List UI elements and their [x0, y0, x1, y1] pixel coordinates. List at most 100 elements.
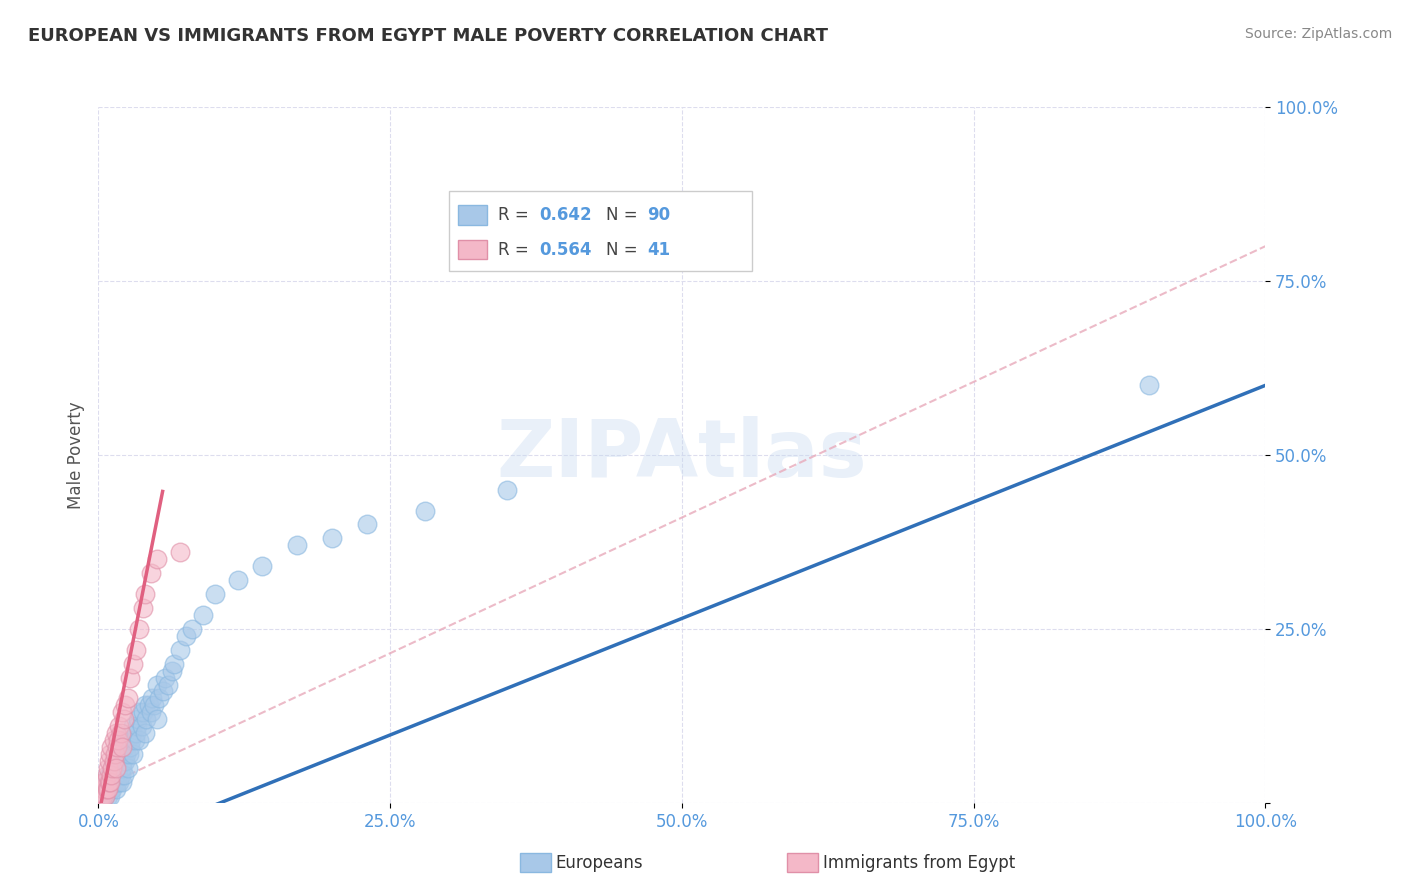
Point [111, 754, 134, 768]
Point [139, 566, 162, 581]
Point [131, 719, 153, 733]
Point [138, 698, 160, 713]
Point [163, 657, 186, 671]
Point [107, 733, 129, 747]
Point [90, 781, 112, 796]
Point [104, 754, 127, 768]
Point [112, 740, 135, 755]
Point [148, 691, 170, 706]
Point [118, 740, 141, 755]
Point [118, 671, 141, 685]
Point [157, 677, 180, 691]
Point [97, 775, 120, 789]
Point [117, 691, 139, 706]
Point [104, 768, 127, 782]
Point [96, 775, 118, 789]
Point [228, 573, 250, 587]
Text: EUROPEAN VS IMMIGRANTS FROM EGYPT MALE POVERTY CORRELATION CHART: EUROPEAN VS IMMIGRANTS FROM EGYPT MALE P… [28, 27, 828, 45]
Point [97, 789, 120, 803]
Point [117, 761, 139, 775]
Text: 41: 41 [647, 241, 671, 259]
Point [94, 775, 117, 789]
Point [94, 789, 117, 803]
Point [98, 775, 121, 789]
Point [105, 754, 128, 768]
Point [103, 761, 125, 775]
Point [90, 789, 112, 803]
Point [105, 740, 128, 755]
Text: 0.564: 0.564 [540, 241, 592, 259]
Point [135, 712, 157, 726]
Point [93, 781, 115, 796]
Point [128, 622, 150, 636]
FancyBboxPatch shape [458, 240, 486, 260]
Point [111, 740, 134, 755]
Point [104, 747, 127, 761]
Point [110, 740, 132, 755]
Point [1137, 378, 1160, 392]
Text: N =: N = [606, 241, 643, 259]
Point [134, 587, 156, 601]
Point [104, 781, 127, 796]
Point [96, 781, 118, 796]
Point [110, 726, 132, 740]
Point [122, 747, 145, 761]
Point [98, 775, 121, 789]
Point [122, 719, 145, 733]
Point [90, 781, 112, 796]
Point [101, 761, 124, 775]
Point [104, 775, 127, 789]
Point [127, 712, 149, 726]
Point [128, 733, 150, 747]
Point [321, 532, 343, 546]
Point [107, 768, 129, 782]
Point [101, 781, 124, 796]
Point [94, 781, 117, 796]
Point [103, 775, 125, 789]
Point [97, 781, 120, 796]
Point [153, 671, 176, 685]
Point [134, 698, 156, 713]
Point [104, 754, 127, 768]
Point [204, 587, 226, 601]
Point [174, 629, 197, 643]
Point [141, 691, 163, 706]
Point [146, 712, 169, 726]
Point [93, 775, 115, 789]
Point [98, 747, 121, 761]
Point [134, 726, 156, 740]
Point [115, 747, 138, 761]
Point [111, 761, 134, 775]
Point [495, 483, 517, 497]
Point [91, 789, 114, 803]
Point [93, 781, 115, 796]
Point [250, 559, 273, 574]
Point [94, 789, 117, 803]
Y-axis label: Male Poverty: Male Poverty [66, 401, 84, 508]
Point [104, 761, 127, 775]
Point [111, 775, 134, 789]
Point [98, 789, 121, 803]
Point [91, 781, 114, 796]
FancyBboxPatch shape [458, 205, 486, 225]
Point [146, 677, 169, 691]
Point [132, 706, 155, 720]
Point [124, 733, 146, 747]
Point [111, 733, 134, 747]
Point [97, 761, 120, 775]
Point [112, 712, 135, 726]
Point [108, 747, 131, 761]
Text: Immigrants from Egypt: Immigrants from Egypt [823, 854, 1015, 871]
Point [125, 719, 148, 733]
Point [193, 607, 215, 622]
Point [180, 622, 202, 636]
Point [100, 781, 122, 796]
Point [160, 664, 183, 678]
Point [93, 775, 115, 789]
Text: R =: R = [498, 206, 533, 224]
Point [112, 768, 135, 782]
Point [117, 733, 139, 747]
Text: ZIPAtlas: ZIPAtlas [496, 416, 868, 494]
Point [98, 768, 121, 782]
Point [110, 768, 132, 782]
